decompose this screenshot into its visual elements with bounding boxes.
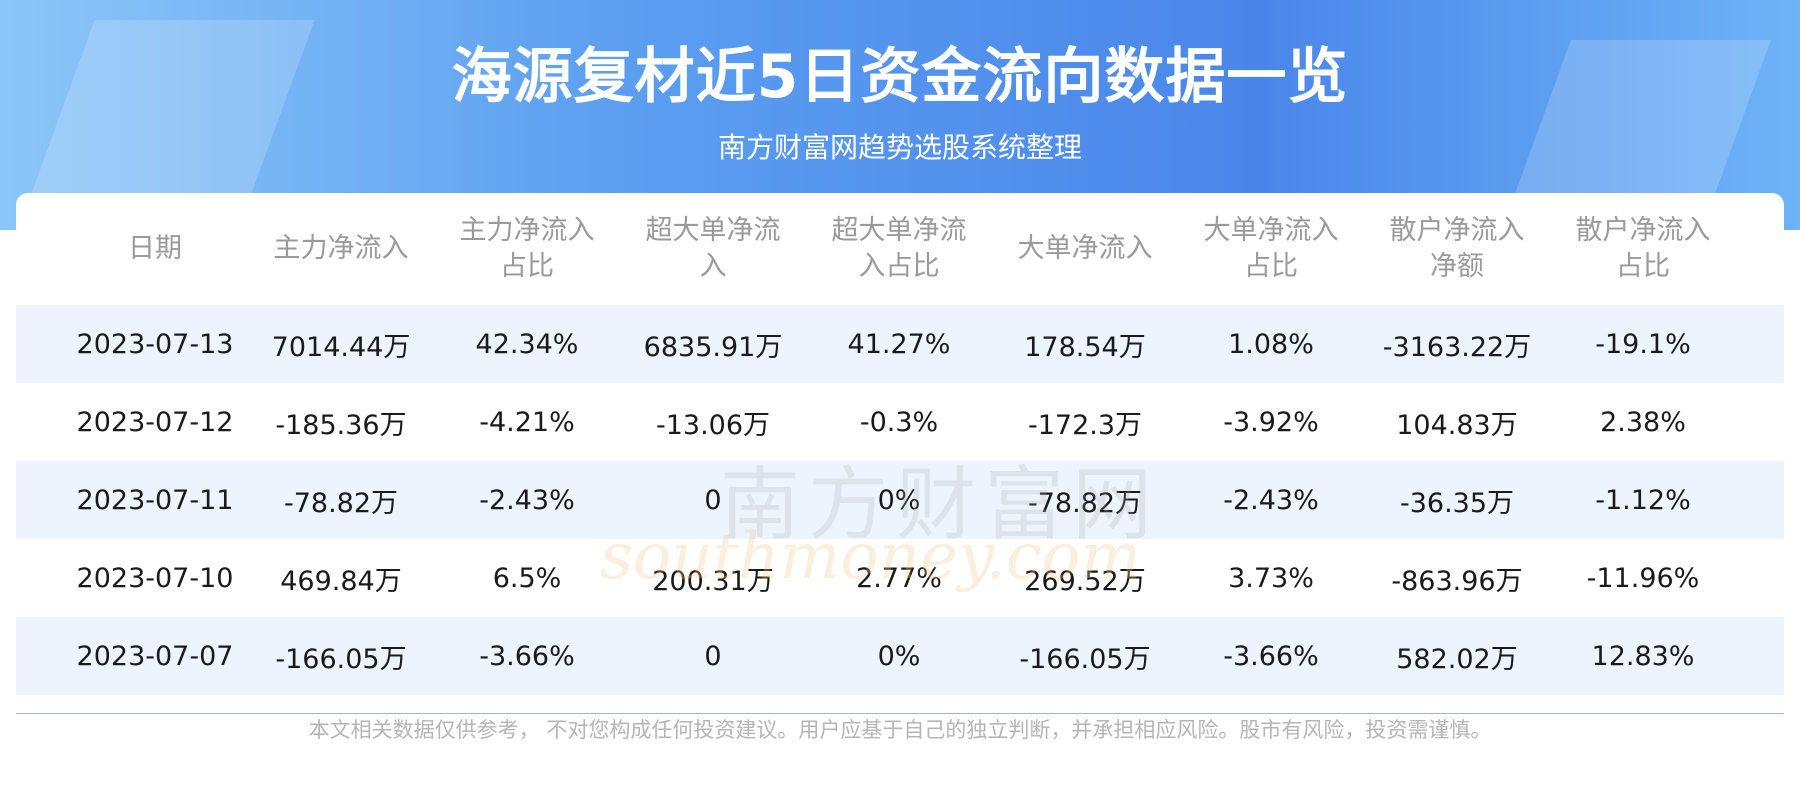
cell: -78.82万 — [248, 461, 434, 539]
column-header: 超大单净流入 — [645, 215, 781, 282]
cell: 582.02万 — [1364, 617, 1550, 695]
cell: 469.84万 — [280, 565, 402, 597]
spacer — [16, 305, 62, 383]
cell: 6835.91万 — [620, 305, 806, 383]
cell: 41.27% — [806, 305, 992, 383]
cell: 1.08% — [1178, 305, 1364, 383]
cell: 2.38% — [1600, 406, 1686, 438]
cell: -3163.22万 — [1364, 305, 1550, 383]
spacer — [16, 383, 62, 461]
cell: 0 — [620, 617, 806, 695]
cell: -1.12% — [1550, 461, 1736, 539]
cell: -13.06万 — [655, 409, 771, 441]
cell: -11.96% — [1586, 562, 1700, 594]
column-header: 主力净流入占比 — [459, 215, 595, 282]
spacer — [16, 617, 62, 695]
cell: 200.31万 — [652, 565, 774, 597]
spacer — [1736, 461, 1784, 539]
header-row: 日期 主力净流入 主力净流入占比 超大单净流入 超大单净流入占比 大单净流入 大单净流入占比… — [16, 193, 1784, 305]
cell: -0.3% — [859, 406, 939, 438]
title: 海源复材近5日资金流向数据一览 — [451, 42, 1349, 112]
cell: -36.35万 — [1364, 461, 1550, 539]
cell: 2023-07-07 — [62, 617, 248, 695]
cell: 0% — [806, 461, 992, 539]
column-header: 散户净流入净额 — [1389, 215, 1525, 282]
column-header: 散户净流入占比 — [1575, 215, 1711, 282]
spacer — [16, 539, 62, 617]
column-header: 日期 — [128, 233, 182, 264]
cell: -166.05万 — [992, 617, 1178, 695]
column-header: 大单净流入 — [1017, 233, 1153, 264]
spacer — [16, 461, 62, 539]
cell: -19.1% — [1550, 305, 1736, 383]
cell: -166.05万 — [248, 617, 434, 695]
data-row: 2023-07-07 -166.05万 -3.66% 0 0% -166.05万 -3.66… — [16, 617, 1784, 695]
cell: 269.52万 — [1024, 565, 1146, 597]
cell: -863.96万 — [1391, 565, 1523, 597]
data-row: 2023-07-10 469.84万 6.5% 200.31万 2.77% 269.52万… — [16, 539, 1784, 617]
cell: 2023-07-10 — [76, 562, 234, 594]
cell: -3.66% — [1178, 617, 1364, 695]
cell: -3.66% — [434, 617, 620, 695]
cell: 178.54万 — [992, 305, 1178, 383]
cell: 2023-07-11 — [62, 461, 248, 539]
cell: -185.36万 — [275, 409, 407, 441]
cell: 42.34% — [434, 305, 620, 383]
cell: -172.3万 — [1027, 409, 1143, 441]
cell: -3.92% — [1223, 406, 1319, 438]
cell: 2023-07-12 — [76, 406, 234, 438]
column-header: 主力净流入 — [273, 233, 409, 264]
cell: 104.83万 — [1396, 409, 1518, 441]
cell: 7014.44万 — [248, 305, 434, 383]
cell: 6.5% — [492, 562, 562, 594]
spacer — [16, 193, 62, 305]
watermark: southmoney.com — [600, 520, 1141, 594]
column-header: 超大单净流入占比 — [831, 215, 967, 282]
spacer — [1736, 617, 1784, 695]
spacer — [1736, 305, 1784, 383]
cell: -78.82万 — [992, 461, 1178, 539]
spacer — [1736, 193, 1784, 305]
table-card: 日期 主力净流入 主力净流入占比 超大单净流入 超大单净流入占比 大单净流入 大单净流入占比… — [16, 193, 1784, 714]
spacer — [1736, 539, 1784, 617]
spacer — [1736, 383, 1784, 461]
data-row: 2023-07-12 -185.36万 -4.21% -13.06万 -0.3% -172… — [16, 383, 1784, 461]
data-table: 日期 主力净流入 主力净流入占比 超大单净流入 超大单净流入占比 大单净流入 大单净流入占比… — [16, 193, 1784, 695]
cell: 3.73% — [1228, 562, 1314, 594]
cell: 2023-07-13 — [62, 305, 248, 383]
watermark: 南方财富网 — [720, 458, 1160, 551]
cell: 2.77% — [856, 562, 942, 594]
cell: 0 — [620, 461, 806, 539]
data-row: 2023-07-13 7014.44万 42.34% 6835.91万 41.27% 17… — [16, 305, 1784, 383]
cell: -2.43% — [1178, 461, 1364, 539]
cell: 0% — [806, 617, 992, 695]
cell: -4.21% — [479, 406, 575, 438]
cell: 12.83% — [1550, 617, 1736, 695]
header-banner: 海源复材近5日资金流向数据一览 南方财富网趋势选股系统整理 — [0, 0, 1800, 230]
cell: -2.43% — [434, 461, 620, 539]
subtitle: 南方财富网趋势选股系统整理 — [717, 131, 1082, 164]
column-header: 大单净流入占比 — [1203, 215, 1339, 282]
disclaimer: 本文相关数据仅供参考， 不对您构成任何投资建议。用户应基于自己的独立判断，并承担… — [308, 718, 1492, 742]
data-row: 2023-07-11 -78.82万 -2.43% 0 0% -78.82万 -2.43% -… — [16, 461, 1784, 539]
